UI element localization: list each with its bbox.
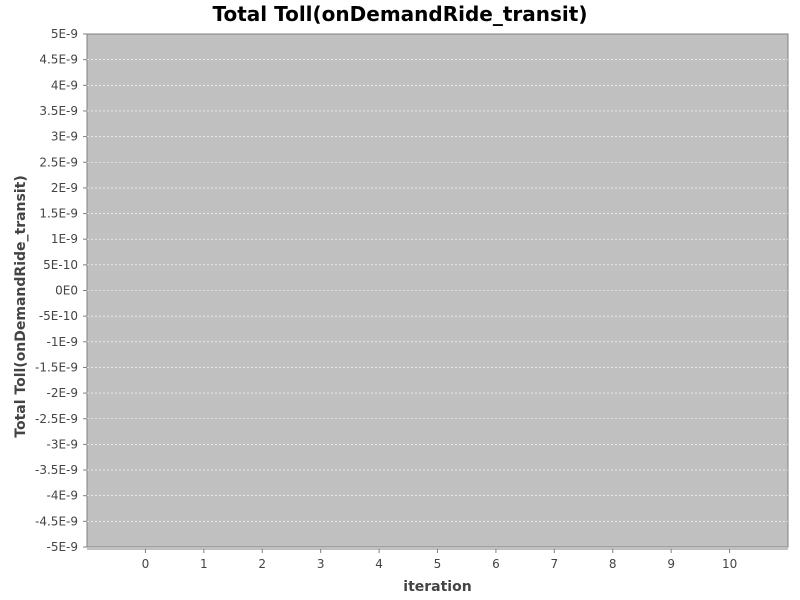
y-tick-label: -2E-9: [46, 386, 78, 400]
y-tick-label: 5E-10: [43, 258, 78, 272]
y-axis-label: Total Toll(onDemandRide_transit): [13, 175, 29, 437]
y-tick-label: -4E-9: [46, 489, 78, 503]
y-tick-label: -5E-10: [39, 309, 78, 323]
x-tick-label: 0: [142, 557, 150, 571]
x-tick-label: 7: [551, 557, 559, 571]
y-tick-label: -4.5E-9: [35, 514, 78, 528]
x-axis-label: iteration: [403, 579, 471, 595]
y-tick-label: -3E-9: [46, 437, 78, 451]
y-tick-label: -3.5E-9: [35, 463, 78, 477]
y-tick-label: 3E-9: [51, 130, 78, 144]
x-tick-label: 8: [609, 557, 617, 571]
y-tick-label: 1E-9: [51, 232, 78, 246]
x-tick-label: 9: [667, 557, 675, 571]
y-tick-label: 1.5E-9: [39, 207, 78, 221]
y-tick-label: -1.5E-9: [35, 360, 78, 374]
x-tick-label: 2: [258, 557, 266, 571]
x-tick-label: 4: [375, 557, 383, 571]
x-tick-label: 1: [200, 557, 208, 571]
y-tick-label: 4E-9: [51, 78, 78, 92]
y-tick-label: 3.5E-9: [39, 104, 78, 118]
y-tick-label: 2.5E-9: [39, 155, 78, 169]
y-tick-label: 5E-9: [51, 27, 78, 41]
gridlines: [87, 59, 788, 522]
y-tick-label: 0E0: [55, 284, 78, 298]
x-tick-label: 6: [492, 557, 500, 571]
y-tick-label: 2E-9: [51, 181, 78, 195]
y-axis-ticks: 5E-9 4.5E-9 4E-9 3.5E-9 3E-9 2.5E-9 2E-9 1.5E-9…: [35, 27, 87, 554]
x-tick-label: 3: [317, 557, 325, 571]
y-tick-label: -1E-9: [46, 335, 78, 349]
x-tick-label: 10: [722, 557, 737, 571]
y-tick-label: 4.5E-9: [39, 53, 78, 67]
x-axis-ticks: 0 1 2 3 4 5 6 7 8 9 10: [142, 549, 737, 571]
y-tick-label: -2.5E-9: [35, 412, 78, 426]
y-tick-label: -5E-9: [46, 540, 78, 554]
x-tick-label: 5: [434, 557, 442, 571]
chart-title: Total Toll(onDemandRide_transit): [212, 2, 588, 26]
